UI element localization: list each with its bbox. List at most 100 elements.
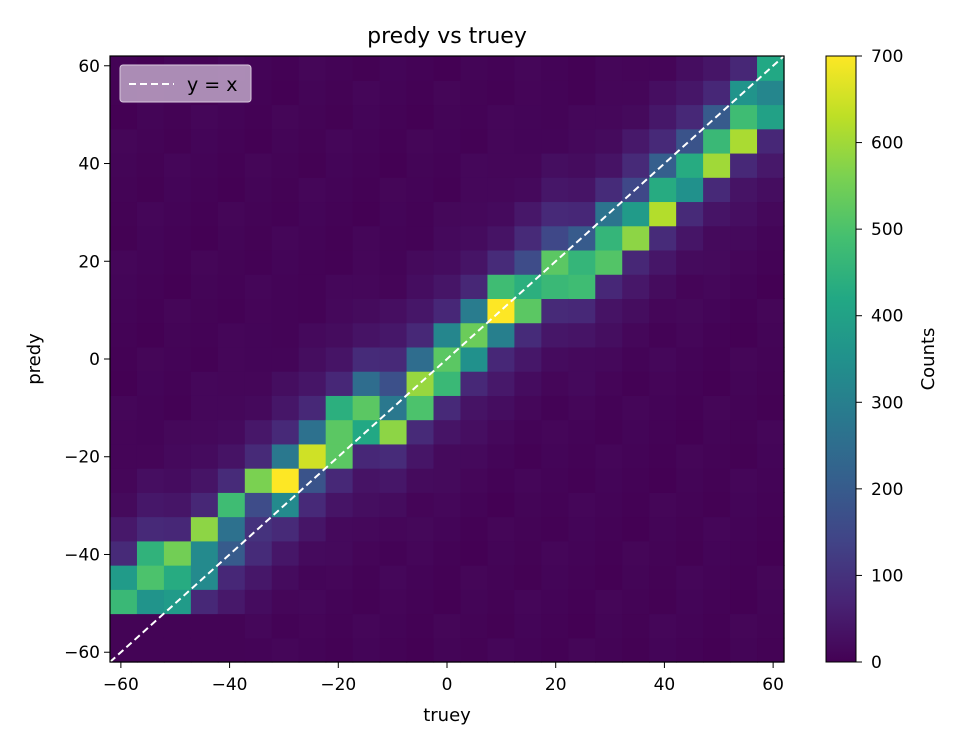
heatmap-cell — [190, 322, 219, 348]
colorbar-label: Counts — [918, 328, 939, 391]
heatmap-cell — [541, 371, 569, 396]
heatmap-cell — [622, 492, 650, 518]
colorbar-tick-label: 400 — [871, 307, 903, 327]
heatmap-cell — [730, 104, 758, 130]
heatmap-cell — [757, 225, 785, 251]
x-tick-label: 0 — [442, 675, 453, 695]
heatmap-cell — [406, 516, 435, 542]
heatmap-cell — [541, 443, 569, 469]
heatmap-cell — [298, 225, 327, 251]
heatmap-cell — [541, 419, 569, 445]
chart-title: predy vs truey — [367, 24, 527, 49]
heatmap-cell — [487, 395, 515, 421]
heatmap-cell — [595, 298, 623, 324]
heatmap-cell — [649, 637, 677, 663]
heatmap-cell — [703, 201, 731, 227]
heatmap-cell — [487, 540, 515, 566]
heatmap-cell — [460, 589, 489, 615]
heatmap-cell — [352, 443, 381, 469]
heatmap-cell — [379, 516, 408, 542]
heatmap-cell — [244, 443, 273, 469]
heatmap-cell — [406, 56, 435, 81]
heatmap-cell — [406, 468, 435, 493]
y-tick-label: 0 — [89, 350, 100, 370]
heatmap-cell — [271, 443, 300, 469]
heatmap-cell — [244, 322, 273, 348]
heatmap-cell — [460, 613, 489, 639]
x-tick-label: −60 — [103, 675, 139, 695]
heatmap-cell — [271, 225, 300, 251]
heatmap-cell — [622, 56, 650, 81]
heatmap-cell — [649, 201, 677, 227]
heatmap-cell — [703, 249, 731, 275]
heatmap-cell — [244, 637, 273, 663]
legend: y = x — [119, 64, 252, 103]
heatmap-cell — [325, 371, 354, 396]
heatmap-cell — [595, 419, 623, 445]
heatmap-cell — [568, 468, 596, 493]
heatmap-cell — [244, 298, 273, 324]
heatmap-cell — [325, 540, 354, 566]
heatmap-cell — [325, 565, 354, 590]
heatmap-cell — [244, 177, 273, 203]
heatmap-cell — [460, 371, 489, 396]
heatmap-cell — [460, 516, 489, 542]
heatmap-cell — [649, 540, 677, 566]
heatmap-cell — [433, 371, 462, 396]
heatmap-cell — [622, 201, 650, 227]
heatmap-cell — [703, 395, 731, 421]
heatmap-cell — [352, 128, 381, 154]
x-tick-label: −20 — [320, 675, 356, 695]
heatmap-cell — [217, 395, 246, 421]
heatmap-cell — [433, 56, 462, 81]
heatmap-cell — [676, 249, 704, 275]
heatmap-cell — [190, 152, 219, 178]
heatmap-cell — [568, 565, 596, 590]
heatmap-cell — [325, 395, 354, 421]
heatmap-cell — [487, 419, 515, 445]
heatmap-cell — [433, 128, 462, 154]
heatmap-cell — [325, 80, 354, 106]
heatmap-cell — [460, 540, 489, 566]
heatmap-cell — [271, 346, 300, 372]
heatmap-cell — [271, 249, 300, 275]
heatmap-cell — [676, 152, 704, 178]
heatmap-cell — [298, 56, 327, 81]
heatmap-cell — [622, 346, 650, 372]
heatmap-cell — [622, 225, 650, 251]
heatmap-cell — [730, 540, 758, 566]
heatmap-cell — [676, 492, 704, 518]
heatmap-cell — [757, 492, 785, 518]
heatmap-cell — [433, 613, 462, 639]
heatmap-cell — [676, 468, 704, 493]
heatmap-cell — [325, 468, 354, 493]
heatmap-cell — [487, 637, 515, 663]
heatmap-cell — [352, 371, 381, 396]
heatmap-cell — [110, 540, 138, 566]
colorbar-tick-label: 200 — [871, 480, 903, 500]
heatmap-cell — [649, 249, 677, 275]
heatmap-cell — [757, 468, 785, 493]
heatmap-cell — [649, 298, 677, 324]
heatmap-cell — [676, 637, 704, 663]
heatmap-cell — [757, 516, 785, 542]
heatmap-cell — [110, 274, 138, 299]
heatmap-cell — [352, 274, 381, 299]
heatmap-cell — [352, 80, 381, 106]
heatmap-cell — [352, 177, 381, 203]
heatmap-cell — [757, 249, 785, 275]
heatmap-cell — [110, 128, 138, 154]
heatmap-cell — [298, 80, 327, 106]
heatmap-cell — [514, 322, 542, 348]
heatmap-cell — [352, 249, 381, 275]
heatmap-cell — [568, 637, 596, 663]
heatmap-cell — [352, 56, 381, 81]
heatmap-cell — [110, 249, 138, 275]
heatmap-cell — [136, 637, 165, 663]
heatmap-cell — [460, 346, 489, 372]
heatmap-cell — [676, 613, 704, 639]
heatmap-cell — [244, 371, 273, 396]
heatmap-cell — [217, 346, 246, 372]
heatmap-cell — [595, 395, 623, 421]
colorbar-tick-label: 500 — [871, 220, 903, 240]
